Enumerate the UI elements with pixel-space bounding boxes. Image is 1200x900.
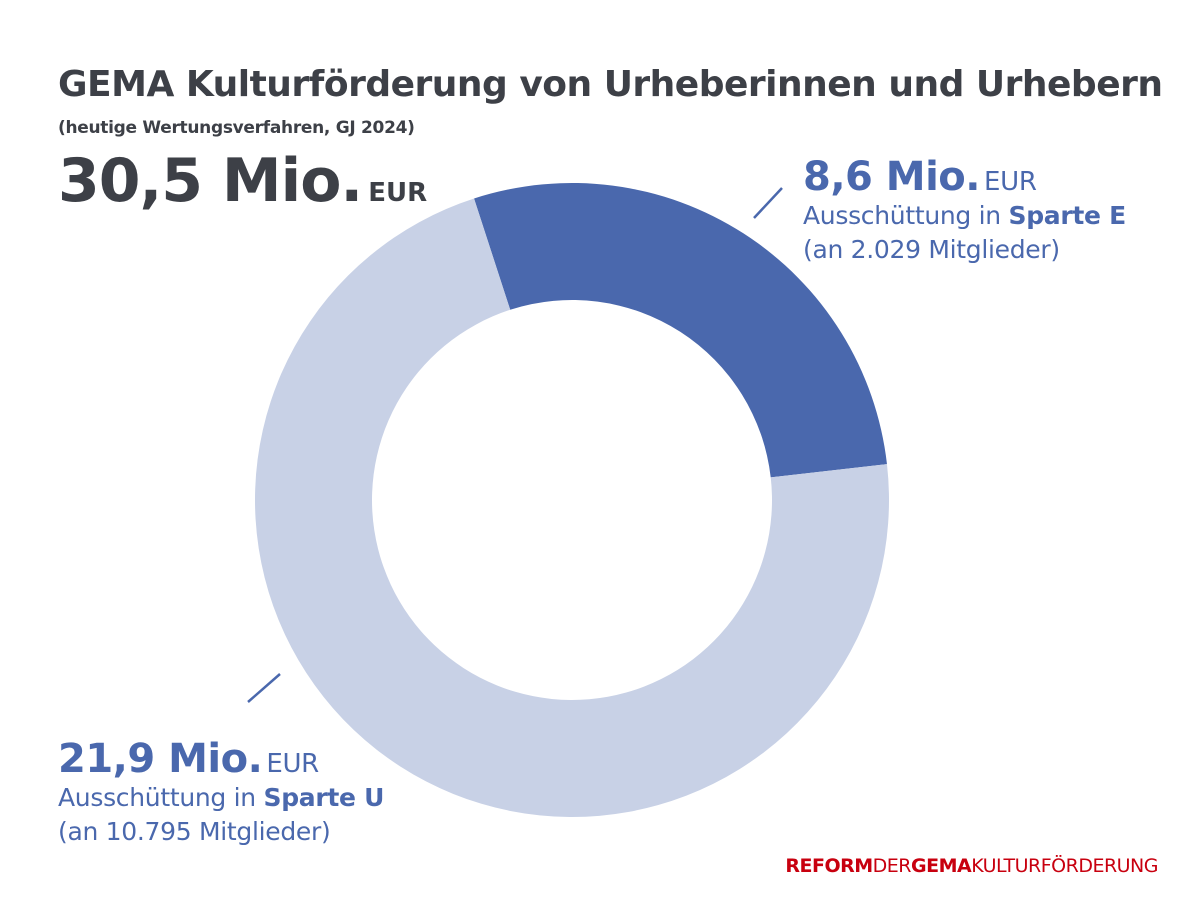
label-sparte-e: 8,6 Mio. EUR Ausschüttung in Sparte E (an… [803,157,1126,267]
leader-line-e [753,187,783,219]
chart-title: GEMA Kulturförderung von Urheberinnen un… [58,64,1163,105]
total-unit: EUR [368,178,428,208]
logo-part: KULTURFÖRDERUNG [971,855,1158,877]
value-label-u: 21,9 Mio. [58,736,263,782]
logo-part: GEMA [911,855,972,877]
leader-line-u [247,673,281,703]
donut-slice-e [474,183,887,478]
sparte-e: Sparte E [1008,201,1126,230]
label-sparte-u: 21,9 Mio. EUR Ausschüttung in Sparte U (a… [58,739,385,849]
value-label-e: 8,6 Mio. [803,154,980,200]
desc-e: Ausschüttung in [803,201,1009,230]
members-u: (an 10.795 Mitglieder) [58,817,331,846]
sparte-u: Sparte U [263,783,385,812]
donut-slice-u [254,198,889,818]
desc-u: Ausschüttung in [58,783,264,812]
unit-e: EUR [983,167,1037,197]
logo-part: DER [872,855,912,877]
total-value: 30,5 Mio. [58,146,363,216]
members-e: (an 2.029 Mitglieder) [803,235,1060,264]
logo-part: REFORM [785,855,873,877]
logo: REFORMDERGEMAKULTURFÖRDERUNG [785,855,1158,877]
total-amount: 30,5 Mio. EUR [58,146,427,216]
unit-u: EUR [266,749,319,779]
chart-subtitle: (heutige Wertungsverfahren, GJ 2024) [58,118,415,138]
